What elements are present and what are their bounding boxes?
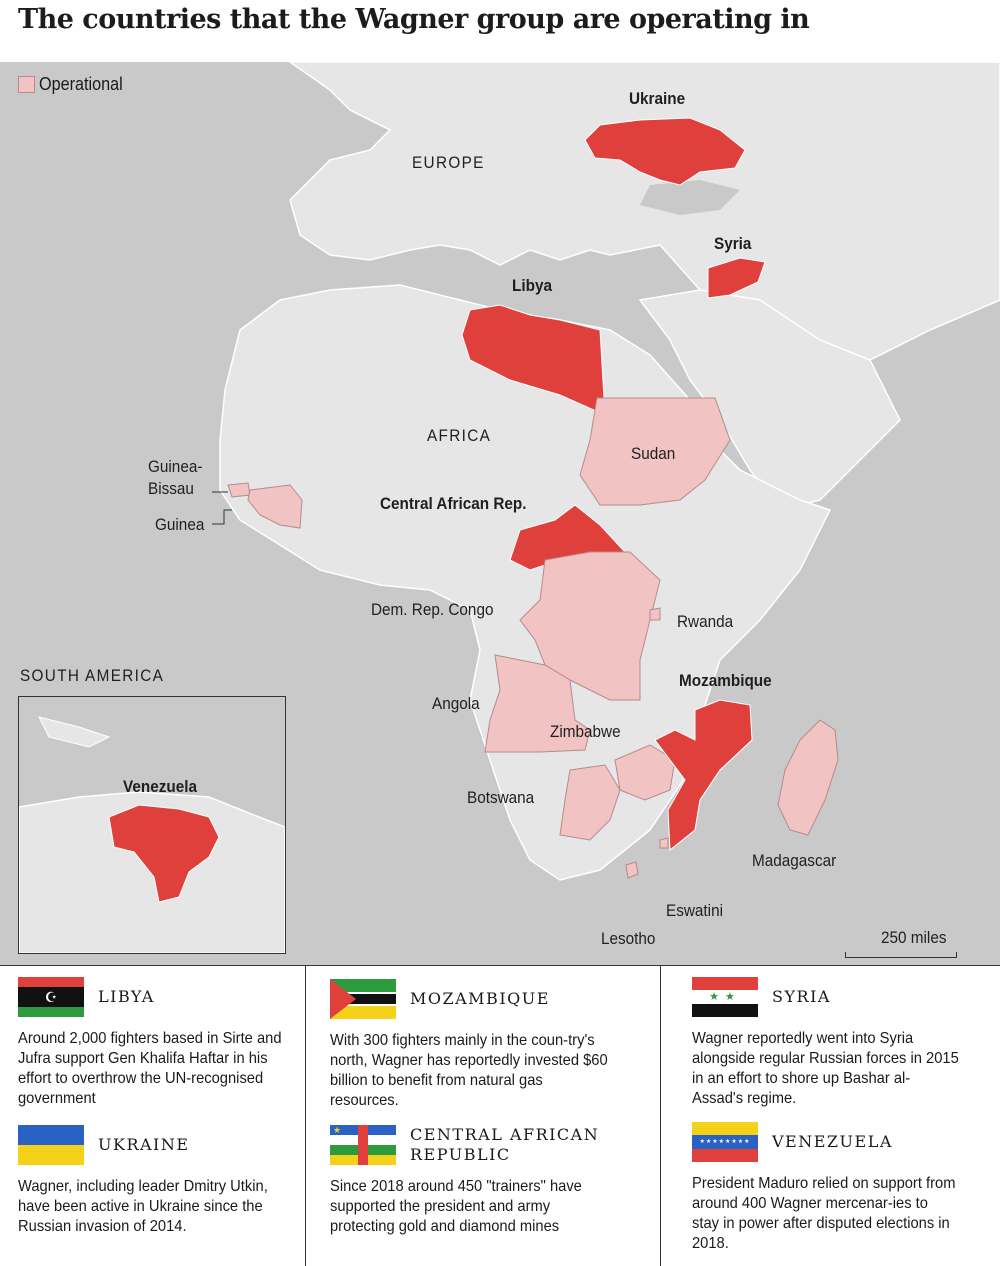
south-america-inset: Venezuela bbox=[18, 696, 286, 954]
label-europe: EUROPE bbox=[412, 153, 485, 172]
label-venezuela: Venezuela bbox=[123, 777, 197, 796]
label-syria: Syria bbox=[714, 234, 752, 253]
info-panels: ☪ LIBYA Around 2,000 fighters based in S… bbox=[0, 965, 1000, 1266]
label-south-america: SOUTH AMERICA bbox=[20, 666, 165, 685]
panel-text: With 300 fighters mainly in the coun-try… bbox=[330, 1032, 608, 1109]
syria-flag: ★★ bbox=[692, 977, 758, 1017]
divider-horizontal bbox=[0, 965, 1000, 966]
panel-title-wrap: CENTRAL AFRICAN REPUBLIC bbox=[410, 1125, 599, 1165]
libya-flag: ☪ bbox=[18, 977, 84, 1017]
map-canvas bbox=[219, 62, 1000, 881]
operational-swatch bbox=[18, 76, 35, 93]
drc-shape bbox=[519, 551, 661, 701]
black-sea bbox=[640, 180, 740, 215]
label-guinea: Guinea bbox=[155, 515, 205, 534]
label-sudan: Sudan bbox=[631, 444, 676, 463]
label-libya: Libya bbox=[512, 276, 552, 295]
inset-canvas bbox=[19, 716, 285, 953]
label-rwanda: Rwanda bbox=[677, 612, 734, 631]
label-lesotho: Lesotho bbox=[601, 929, 656, 948]
panel-text: Around 2,000 fighters based in Sirte and… bbox=[18, 1030, 282, 1107]
label-guinea-bissau: Guinea- Bissau bbox=[148, 457, 203, 498]
botswana-shape bbox=[559, 764, 621, 841]
panel-ukraine: UKRAINE Wagner, including leader Dmitry … bbox=[18, 1123, 318, 1237]
label-mozambique: Mozambique bbox=[679, 671, 772, 690]
label-car: Central African Rep. bbox=[380, 494, 527, 513]
car-flag: ★ bbox=[330, 1125, 396, 1165]
panel-title: UKRAINE bbox=[98, 1135, 190, 1154]
scale-line bbox=[845, 952, 957, 958]
syria-shape bbox=[707, 257, 766, 299]
panel-title: LIBYA bbox=[98, 987, 155, 1006]
panel-syria: ★★ SYRIA Wagner reportedly went into Syr… bbox=[692, 975, 992, 1109]
mozambique-flag bbox=[330, 979, 396, 1019]
panel-title-line1: CENTRAL AFRICAN bbox=[410, 1125, 600, 1144]
venezuela-flag: ★★★★★★★★ bbox=[692, 1122, 758, 1162]
madagascar-shape bbox=[777, 719, 839, 836]
ukraine-shape bbox=[584, 117, 746, 186]
scale-bar: 250 miles bbox=[845, 928, 957, 958]
panel-libya: ☪ LIBYA Around 2,000 fighters based in S… bbox=[18, 975, 318, 1109]
guinea-shape bbox=[247, 484, 303, 529]
label-zimbabwe: Zimbabwe bbox=[550, 722, 621, 741]
legend: Operational bbox=[18, 74, 132, 95]
map-title: The countries that the Wagner group are … bbox=[18, 4, 810, 35]
panel-text: President Maduro relied on support from … bbox=[692, 1175, 956, 1252]
sudan-shape bbox=[579, 397, 731, 506]
middle-east-land bbox=[638, 289, 901, 511]
mozambique-shape bbox=[654, 699, 753, 852]
panel-title: MOZAMBIQUE bbox=[410, 989, 550, 1008]
label-madagascar: Madagascar bbox=[752, 851, 837, 870]
zimbabwe-shape bbox=[614, 744, 676, 801]
panel-title: SYRIA bbox=[772, 987, 831, 1006]
scale-label: 250 miles bbox=[881, 928, 947, 947]
ukraine-flag bbox=[18, 1125, 84, 1165]
panel-text: Wagner, including leader Dmitry Utkin, h… bbox=[18, 1178, 268, 1235]
panel-title: VENEZUELA bbox=[772, 1132, 893, 1151]
caribbean-islands bbox=[38, 716, 111, 748]
panel-mozambique: MOZAMBIQUE With 300 fighters mainly in t… bbox=[330, 977, 630, 1111]
label-angola: Angola bbox=[432, 694, 480, 713]
guinea-bissau-shape bbox=[227, 482, 251, 498]
map: Operational Ukraine EUROPE Syria Libya A… bbox=[0, 62, 1000, 965]
panel-text: Since 2018 around 450 "trainers" have su… bbox=[330, 1178, 582, 1235]
label-eswatini: Eswatini bbox=[666, 901, 723, 920]
panel-title-line2: REPUBLIC bbox=[410, 1145, 511, 1164]
venezuela-shape bbox=[108, 804, 220, 903]
rwanda-shape bbox=[649, 607, 661, 621]
label-botswana: Botswana bbox=[467, 788, 535, 807]
panel-venezuela: ★★★★★★★★ VENEZUELA President Maduro reli… bbox=[692, 1120, 992, 1254]
panel-car: ★ CENTRAL AFRICAN REPUBLIC Since 2018 ar… bbox=[330, 1123, 630, 1237]
lesotho-shape bbox=[625, 861, 639, 879]
angola-shape bbox=[484, 654, 591, 753]
label-ukraine: Ukraine bbox=[629, 89, 686, 108]
panel-text: Wagner reportedly went into Syria alongs… bbox=[692, 1030, 959, 1107]
legend-label: Operational bbox=[39, 74, 123, 94]
divider-2 bbox=[660, 965, 661, 1266]
eswatini-shape bbox=[659, 837, 669, 849]
label-africa: AFRICA bbox=[427, 426, 492, 445]
divider-1 bbox=[305, 965, 306, 1266]
label-drc: Dem. Rep. Congo bbox=[371, 600, 494, 619]
